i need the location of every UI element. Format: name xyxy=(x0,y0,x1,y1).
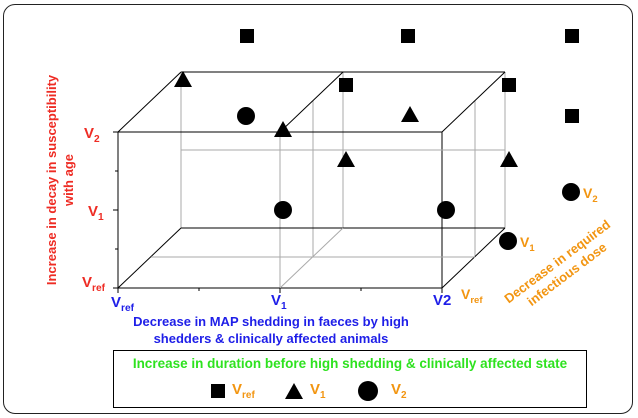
box-edge xyxy=(441,227,506,289)
square-marker xyxy=(565,109,579,123)
legend-row: Vref V1 V2 xyxy=(114,378,586,404)
y-axis-title: Increase in decay in susceptibility with … xyxy=(44,74,76,285)
circle-marker xyxy=(274,201,292,219)
triangle-marker xyxy=(500,151,518,167)
square-marker xyxy=(401,29,415,43)
square-marker xyxy=(339,78,353,92)
box-edge xyxy=(279,71,344,133)
legend-label-v2: V2 xyxy=(391,381,407,401)
triangle-marker xyxy=(337,151,355,167)
y-tick-label-vref: Vref xyxy=(82,274,106,294)
legend-item-vref: Vref xyxy=(210,378,255,404)
circle-marker xyxy=(499,232,517,250)
box-edge xyxy=(117,227,182,289)
legend-title: Increase in duration before high sheddin… xyxy=(132,356,568,371)
triangle-marker xyxy=(274,121,292,137)
box-edge xyxy=(117,71,182,133)
triangle-marker-icon xyxy=(285,383,303,399)
square-marker-icon xyxy=(211,384,225,398)
x-tick-label-v1: V1 xyxy=(271,292,287,312)
y-tick-label-v2: V2 xyxy=(84,125,100,145)
x-axis-title: Decrease in MAP shedding in faeces by hi… xyxy=(133,314,409,346)
legend-item-v1: V1 xyxy=(284,378,326,404)
figure-frame xyxy=(3,4,633,414)
z-tick-label-vref: Vref xyxy=(461,286,483,306)
legend-label-v1: V1 xyxy=(310,381,326,401)
circle-marker xyxy=(562,183,580,201)
square-marker xyxy=(565,29,579,43)
circle-marker-icon xyxy=(358,381,378,401)
triangle-marker xyxy=(401,106,419,122)
floor-depth-line xyxy=(279,227,344,289)
box-edge xyxy=(441,71,506,133)
triangle-marker xyxy=(174,71,192,87)
z-tick-label-v1: V1 xyxy=(520,234,535,254)
z-tick-label-v2: V2 xyxy=(583,185,598,205)
circle-marker xyxy=(237,107,255,125)
square-marker xyxy=(502,78,516,92)
legend-item-v2: V2 xyxy=(357,378,407,404)
z-axis-title: Decrease in requiredinfectious dose xyxy=(501,217,622,319)
y-tick-label-v1: V1 xyxy=(88,203,104,223)
square-marker xyxy=(240,29,254,43)
x-tick-label-v2: V2 xyxy=(433,292,451,309)
legend-box: Increase in duration before high sheddin… xyxy=(113,350,587,408)
circle-marker xyxy=(437,201,455,219)
x-tick-label-vref: Vref xyxy=(111,294,135,314)
legend-label-vref: Vref xyxy=(232,381,255,401)
